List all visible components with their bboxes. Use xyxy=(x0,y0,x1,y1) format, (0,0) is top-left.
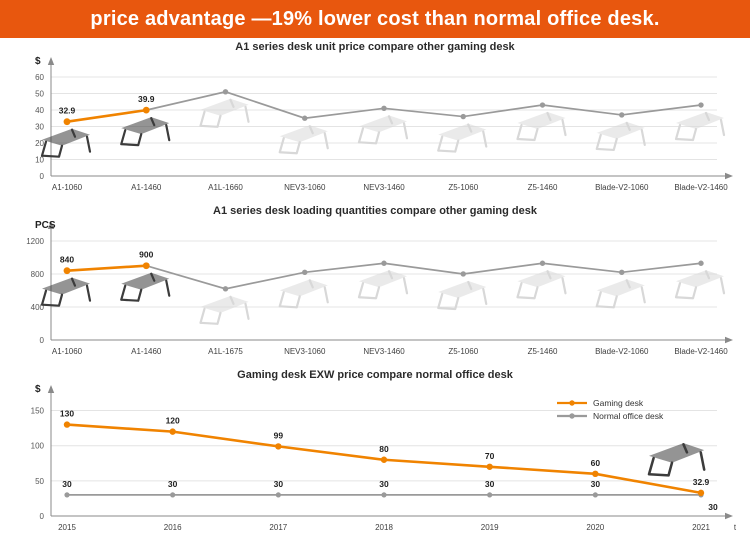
svg-text:NEV3-1060: NEV3-1060 xyxy=(284,183,326,192)
svg-text:NEV3-1460: NEV3-1460 xyxy=(363,183,405,192)
desk-icon xyxy=(437,122,488,153)
banner-text: price advantage —19% lower cost than nor… xyxy=(90,8,660,30)
svg-text:840: 840 xyxy=(60,255,74,265)
svg-text:60: 60 xyxy=(591,458,601,468)
svg-text:40: 40 xyxy=(35,106,44,115)
svg-text:Z5-1460: Z5-1460 xyxy=(528,347,558,356)
svg-text:150: 150 xyxy=(31,407,45,416)
exw-price-chart: 0 50 100 150 $2015 2016 2017 2018 2019 2020 2021 t 1… xyxy=(31,384,737,532)
desk-icon xyxy=(120,271,171,302)
desk-icon xyxy=(595,278,646,309)
svg-text:800: 800 xyxy=(31,270,45,279)
svg-text:$: $ xyxy=(35,384,41,395)
svg-text:30: 30 xyxy=(591,479,601,489)
svg-text:20: 20 xyxy=(35,139,44,148)
svg-text:30: 30 xyxy=(35,122,44,131)
loading-quantities-chart-title: A1 series desk loading quantities compar… xyxy=(213,205,537,217)
svg-text:50: 50 xyxy=(35,477,44,486)
desk-icon xyxy=(40,276,92,307)
svg-text:A1-1060: A1-1060 xyxy=(52,347,83,356)
exw-price-chart-title: Gaming desk EXW price compare normal off… xyxy=(237,369,513,381)
loading-quantities-chart-block: A1 series desk loading quantities compar… xyxy=(0,205,750,366)
desk-icon xyxy=(199,294,250,325)
svg-text:Blade-V2-1460: Blade-V2-1460 xyxy=(674,183,728,192)
svg-text:NEV3-1460: NEV3-1460 xyxy=(363,347,405,356)
svg-text:32.9: 32.9 xyxy=(693,477,710,487)
desk-icon xyxy=(199,97,250,128)
svg-text:400: 400 xyxy=(31,303,45,312)
desk-icon xyxy=(278,124,329,155)
svg-text:2021: 2021 xyxy=(692,523,710,532)
svg-text:30: 30 xyxy=(62,479,72,489)
svg-text:900: 900 xyxy=(139,250,153,260)
svg-text:Gaming desk: Gaming desk xyxy=(593,398,644,408)
exw-price-chart-block: Gaming desk EXW price compare normal off… xyxy=(0,369,750,542)
svg-text:10: 10 xyxy=(35,155,44,164)
desk-icon xyxy=(278,278,329,309)
svg-text:Z5-1060: Z5-1060 xyxy=(448,183,478,192)
svg-text:Z5-1460: Z5-1460 xyxy=(528,183,558,192)
unit-price-chart-title: A1 series desk unit price compare other … xyxy=(235,41,515,53)
svg-text:100: 100 xyxy=(31,442,45,451)
svg-text:32.9: 32.9 xyxy=(59,106,76,116)
svg-text:A1-1060: A1-1060 xyxy=(52,183,83,192)
svg-text:0: 0 xyxy=(40,512,45,521)
desk-icon xyxy=(120,116,171,147)
unit-price-chart: 0 10 20 30 40 50 60 $ A1-1060 A1-1460 A1L-1660 NEV3… xyxy=(35,56,733,192)
svg-text:2019: 2019 xyxy=(481,523,499,532)
svg-text:2018: 2018 xyxy=(375,523,393,532)
svg-text:Z5-1060: Z5-1060 xyxy=(448,347,478,356)
svg-text:Blade-V2-1060: Blade-V2-1060 xyxy=(595,347,649,356)
svg-text:A1L-1675: A1L-1675 xyxy=(208,347,243,356)
svg-text:99: 99 xyxy=(274,430,284,440)
svg-text:2017: 2017 xyxy=(269,523,287,532)
desk-icon xyxy=(357,114,409,145)
svg-text:1200: 1200 xyxy=(26,237,44,246)
svg-text:$: $ xyxy=(35,56,41,67)
svg-text:2016: 2016 xyxy=(164,523,182,532)
svg-text:50: 50 xyxy=(35,89,44,98)
svg-text:70: 70 xyxy=(485,451,495,461)
svg-text:NEV3-1060: NEV3-1060 xyxy=(284,347,326,356)
svg-text:30: 30 xyxy=(168,479,178,489)
svg-text:80: 80 xyxy=(379,444,389,454)
svg-text:0: 0 xyxy=(40,172,45,181)
desk-icon xyxy=(437,279,488,311)
svg-text:PCS: PCS xyxy=(35,220,56,231)
svg-text:t: t xyxy=(734,523,737,532)
svg-text:A1-1460: A1-1460 xyxy=(131,347,162,356)
svg-text:30: 30 xyxy=(274,479,284,489)
svg-text:Blade-V2-1460: Blade-V2-1460 xyxy=(674,347,728,356)
svg-text:2015: 2015 xyxy=(58,523,76,532)
svg-text:2020: 2020 xyxy=(586,523,604,532)
svg-text:120: 120 xyxy=(166,416,180,426)
svg-text:30: 30 xyxy=(379,479,389,489)
unit-price-chart-block: A1 series desk unit price compare other … xyxy=(0,41,750,202)
svg-text:A1L-1660: A1L-1660 xyxy=(208,183,243,192)
svg-text:60: 60 xyxy=(35,73,44,82)
desk-icon xyxy=(647,441,706,477)
svg-text:A1-1460: A1-1460 xyxy=(131,183,162,192)
svg-text:0: 0 xyxy=(40,336,45,345)
loading-quantities-chart: 0 400 800 1200 PCS A1-1060 A1-1460 A1L-1675 NEV3… xyxy=(26,220,733,356)
svg-text:Normal office desk: Normal office desk xyxy=(593,411,664,421)
banner: price advantage —19% lower cost than nor… xyxy=(0,0,750,38)
svg-text:30: 30 xyxy=(485,479,495,489)
svg-text:Blade-V2-1060: Blade-V2-1060 xyxy=(595,183,649,192)
svg-text:30: 30 xyxy=(708,502,718,512)
svg-text:39.9: 39.9 xyxy=(138,94,155,104)
svg-text:130: 130 xyxy=(60,409,74,419)
